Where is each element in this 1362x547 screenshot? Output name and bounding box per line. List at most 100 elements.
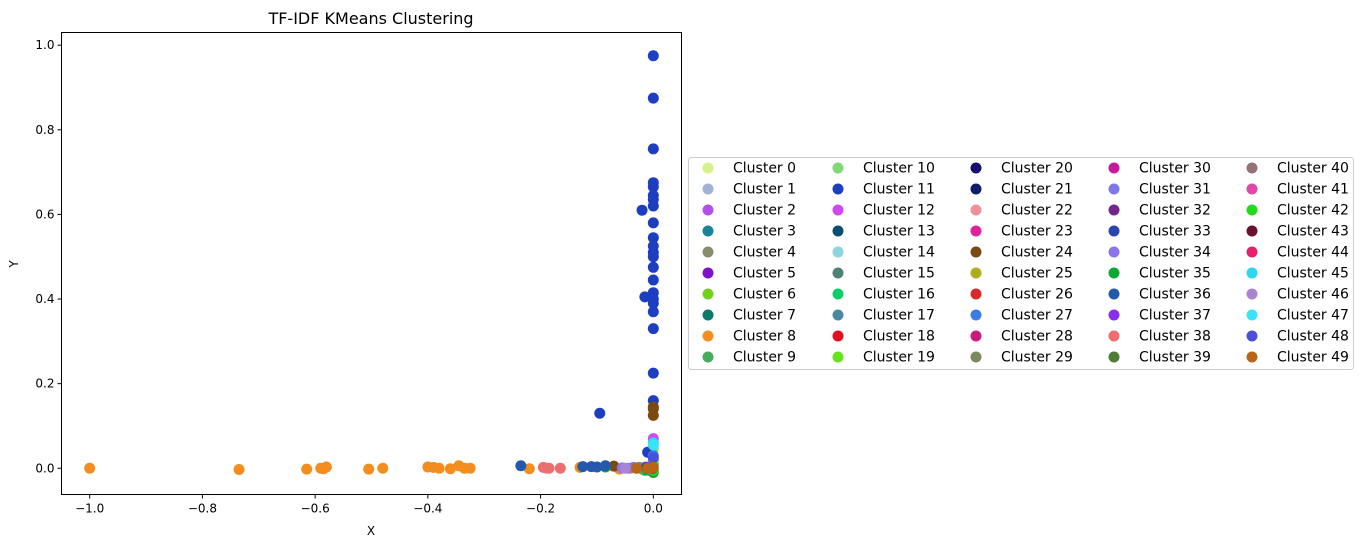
legend-marker (702, 309, 714, 321)
legend-marker (970, 330, 982, 342)
plot-points (84, 50, 659, 478)
legend-label: Cluster 24 (1001, 245, 1073, 261)
legend-marker (832, 204, 844, 216)
legend-label: Cluster 0 (733, 161, 796, 177)
legend-marker (1108, 225, 1120, 237)
cluster-11-point (647, 181, 659, 193)
legend-label: Cluster 16 (863, 287, 935, 303)
legend-marker (1246, 246, 1258, 258)
legend-marker (832, 225, 844, 237)
legend-label: Cluster 28 (1001, 329, 1073, 345)
legend-marker (1246, 183, 1258, 195)
legend-marker (1246, 351, 1258, 363)
legend-label: Cluster 45 (1277, 266, 1349, 282)
legend-label: Cluster 48 (1277, 329, 1349, 345)
legend-label: Cluster 13 (863, 224, 935, 240)
legend-label: Cluster 47 (1277, 308, 1349, 324)
legend-label: Cluster 14 (863, 245, 935, 261)
legend-label: Cluster 9 (733, 350, 796, 366)
y-tick-label: 0.6 (35, 207, 54, 221)
legend-marker (832, 267, 844, 279)
x-tick-label: −0.8 (188, 502, 217, 516)
legend-marker (832, 162, 844, 174)
legend-marker (1108, 309, 1120, 321)
legend-marker (1108, 204, 1120, 216)
legend-frame (688, 157, 1354, 370)
chart-title: TF-IDF KMeans Clustering (267, 9, 473, 28)
legend-marker (970, 183, 982, 195)
y-tick-label: 0.0 (35, 461, 54, 475)
legend-marker (1108, 183, 1120, 195)
cluster-8-point (84, 462, 96, 474)
x-tick-label: −0.2 (526, 502, 555, 516)
legend-marker (1246, 225, 1258, 237)
legend-marker (1108, 246, 1120, 258)
legend-label: Cluster 3 (733, 224, 796, 240)
cluster-11-point (647, 323, 659, 335)
legend-label: Cluster 10 (863, 161, 935, 177)
legend-marker (1246, 162, 1258, 174)
legend-marker (702, 246, 714, 258)
legend-label: Cluster 46 (1277, 287, 1349, 303)
cluster-11-point (647, 200, 659, 212)
legend-label: Cluster 6 (733, 287, 796, 303)
cluster-11-point (636, 204, 648, 216)
legend-label: Cluster 5 (733, 266, 796, 282)
legend-marker (702, 225, 714, 237)
legend-marker (702, 204, 714, 216)
cluster-11-point (647, 261, 659, 273)
legend-marker (832, 351, 844, 363)
legend-label: Cluster 41 (1277, 182, 1349, 198)
legend-label: Cluster 27 (1001, 308, 1073, 324)
legend-label: Cluster 18 (863, 329, 935, 345)
cluster-11-point (594, 407, 606, 419)
legend-marker (1108, 288, 1120, 300)
cluster-36-point (599, 460, 611, 472)
legend-marker (1246, 267, 1258, 279)
legend-label: Cluster 43 (1277, 224, 1349, 240)
cluster-46-point (619, 462, 631, 474)
cluster-38-point (554, 462, 566, 474)
legend-label: Cluster 2 (733, 203, 796, 219)
cluster-49-point (630, 462, 642, 474)
cluster-24-point (608, 460, 620, 472)
legend-label: Cluster 8 (733, 329, 796, 345)
cluster-11-point (647, 274, 659, 286)
cluster-11-point (647, 92, 659, 104)
legend-label: Cluster 12 (863, 203, 935, 219)
legend-marker (970, 246, 982, 258)
cluster-8-point (464, 462, 476, 474)
cluster-11-point (647, 232, 659, 244)
legend-label: Cluster 7 (733, 308, 796, 324)
legend-marker (1246, 330, 1258, 342)
legend-marker (970, 309, 982, 321)
legend-marker (970, 267, 982, 279)
cluster-49-point (647, 461, 659, 473)
legend-label: Cluster 38 (1139, 329, 1211, 345)
cluster-8-point (301, 463, 313, 475)
cluster-8-point (444, 463, 456, 475)
cluster-11-point (647, 217, 659, 229)
legend-marker (832, 288, 844, 300)
legend-label: Cluster 19 (863, 350, 935, 366)
legend-label: Cluster 49 (1277, 350, 1349, 366)
legend-label: Cluster 15 (863, 266, 935, 282)
cluster-36-point (515, 460, 527, 472)
legend-marker (702, 162, 714, 174)
legend-marker (702, 267, 714, 279)
legend-label: Cluster 42 (1277, 203, 1349, 219)
legend-marker (1246, 288, 1258, 300)
legend-label: Cluster 34 (1139, 245, 1211, 261)
cluster-8-point (433, 462, 445, 474)
cluster-11-point (647, 367, 659, 379)
legend-marker (702, 183, 714, 195)
legend-label: Cluster 35 (1139, 266, 1211, 282)
legend-label: Cluster 11 (863, 182, 935, 198)
cluster-11-point (647, 306, 659, 318)
legend-label: Cluster 36 (1139, 287, 1211, 303)
legend-label: Cluster 4 (733, 245, 796, 261)
legend-label: Cluster 39 (1139, 350, 1211, 366)
legend-label: Cluster 29 (1001, 350, 1073, 366)
legend: Cluster 0 Cluster 1 Cluster 2 Cluster 3 Clus… (688, 157, 1354, 370)
y-axis: 0.0 0.2 0.4 0.6 0.8 1.0 (35, 38, 62, 475)
